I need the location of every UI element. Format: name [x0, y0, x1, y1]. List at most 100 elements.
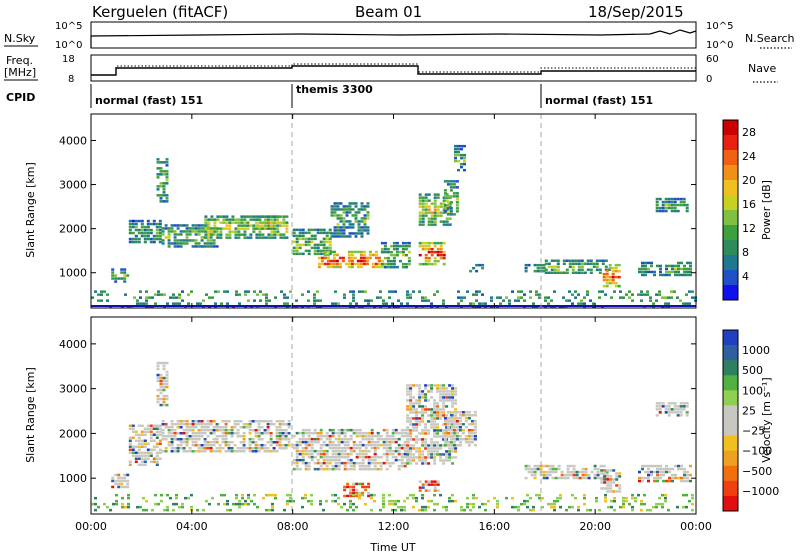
power-echo-pixel: [430, 211, 434, 214]
velocity-echo-pixel: [458, 444, 462, 447]
velocity-echo-pixel: [370, 455, 374, 459]
power-echo-pixel: [659, 267, 662, 271]
velocity-echo-pixel: [406, 384, 410, 387]
power-echo-pixel: [682, 197, 686, 201]
power-echo-pixel: [353, 256, 357, 260]
velocity-echo-pixel: [412, 496, 415, 500]
power-echo-pixel: [562, 271, 566, 274]
power-echo-pixel: [215, 245, 219, 248]
velocity-echo-pixel: [403, 464, 407, 468]
power-echo-pixel: [333, 202, 337, 205]
power-echo-pixel: [499, 302, 502, 305]
velocity-echo-pixel: [454, 408, 458, 411]
velocity-echo-pixel: [301, 440, 305, 444]
power-echo-pixel: [338, 256, 342, 260]
velocity-echo-pixel: [427, 453, 431, 456]
velocity-colorbar-tick-label: 100: [742, 384, 763, 397]
velocity-echo-pixel: [379, 455, 383, 459]
power-echo-pixel: [677, 267, 680, 271]
velocity-echo-pixel: [412, 396, 416, 399]
velocity-echo-pixel: [430, 447, 434, 450]
velocity-echo-pixel: [250, 499, 253, 503]
velocity-echo-pixel: [337, 431, 341, 435]
power-echo-pixel: [433, 214, 437, 217]
power-echo-pixel: [345, 226, 349, 229]
velocity-echo-pixel: [322, 449, 326, 453]
velocity-echo-pixel: [203, 429, 207, 432]
velocity-echo-pixel: [615, 484, 619, 487]
velocity-echo-pixel: [433, 444, 437, 447]
power-echo-pixel: [436, 196, 440, 199]
velocity-echo-pixel: [388, 464, 392, 468]
velocity-echo-pixel: [328, 437, 332, 441]
velocity-echo-pixel: [427, 489, 431, 492]
power-echo-pixel: [421, 299, 424, 302]
velocity-echo-pixel: [451, 462, 455, 465]
power-echo-pixel: [354, 214, 358, 217]
power-echo-pixel: [691, 290, 694, 293]
velocity-echo-pixel: [126, 479, 130, 483]
power-echo-pixel: [574, 271, 578, 274]
power-echo-pixel: [677, 273, 680, 277]
velocity-echo-pixel: [278, 432, 282, 435]
velocity-echo-pixel: [600, 478, 604, 481]
velocity-echo-pixel: [685, 414, 689, 417]
velocity-echo-pixel: [433, 414, 437, 417]
power-echo-pixel: [472, 293, 475, 296]
velocity-echo-pixel: [668, 476, 671, 480]
velocity-echo-pixel: [682, 402, 686, 405]
velocity-echo-pixel: [343, 502, 346, 506]
velocity-echo-pixel: [117, 476, 121, 480]
power-echo-pixel: [433, 205, 437, 208]
velocity-echo-pixel: [615, 478, 619, 481]
velocity-echo-pixel: [185, 423, 189, 426]
power-echo-pixel: [167, 239, 171, 242]
power-echo-pixel: [234, 236, 238, 239]
power-echo-pixel: [475, 290, 478, 293]
power-echo-pixel: [359, 256, 363, 260]
velocity-echo-pixel: [184, 496, 187, 500]
velocity-echo-pixel: [340, 455, 344, 459]
velocity-echo-pixel: [433, 456, 437, 459]
velocity-echo-pixel: [436, 432, 440, 435]
velocity-echo-pixel: [673, 405, 677, 408]
velocity-echo-pixel: [467, 432, 471, 435]
power-echo-pixel: [571, 265, 575, 268]
velocity-echo-pixel: [215, 441, 219, 444]
power-echo-pixel: [689, 267, 692, 271]
power-echo-pixel: [433, 211, 437, 214]
power-echo-pixel: [686, 267, 689, 271]
velocity-echo-pixel: [430, 390, 434, 393]
velocity-echo-pixel: [275, 450, 279, 453]
power-echo-pixel: [589, 259, 593, 262]
power-echo-pixel: [164, 227, 168, 230]
velocity-echo-pixel: [349, 437, 353, 441]
velocity-echo-pixel: [418, 396, 422, 399]
power-echo-pixel: [359, 253, 363, 257]
velocity-echo-pixel: [575, 470, 579, 474]
power-echo-pixel: [547, 302, 550, 305]
velocity-echo-pixel: [436, 435, 440, 438]
velocity-echo-pixel: [94, 502, 97, 506]
velocity-echo-pixel: [251, 420, 255, 423]
power-echo-pixel: [475, 263, 479, 267]
velocity-echo-pixel: [301, 449, 305, 453]
power-echo-pixel: [197, 230, 201, 233]
velocity-echo-pixel: [451, 405, 455, 408]
velocity-echo-pixel: [200, 435, 204, 438]
velocity-echo-pixel: [292, 467, 296, 471]
power-echo-pixel: [307, 299, 310, 302]
power-echo-pixel: [255, 236, 259, 239]
velocity-echo-pixel: [424, 444, 428, 447]
velocity-echo-pixel: [584, 470, 588, 474]
velocity-echo-pixel: [400, 428, 404, 432]
velocity-echo-pixel: [136, 505, 139, 509]
velocity-colorbar-cells: [723, 330, 738, 512]
velocity-echo-pixel: [424, 411, 428, 414]
velocity-echo-pixel: [566, 476, 570, 480]
velocity-echo-pixel: [445, 450, 449, 453]
power-echo-pixel: [670, 203, 674, 207]
power-echo-pixel: [181, 299, 184, 302]
velocity-echo-pixel: [433, 420, 437, 423]
power-echo-pixel: [445, 193, 449, 196]
